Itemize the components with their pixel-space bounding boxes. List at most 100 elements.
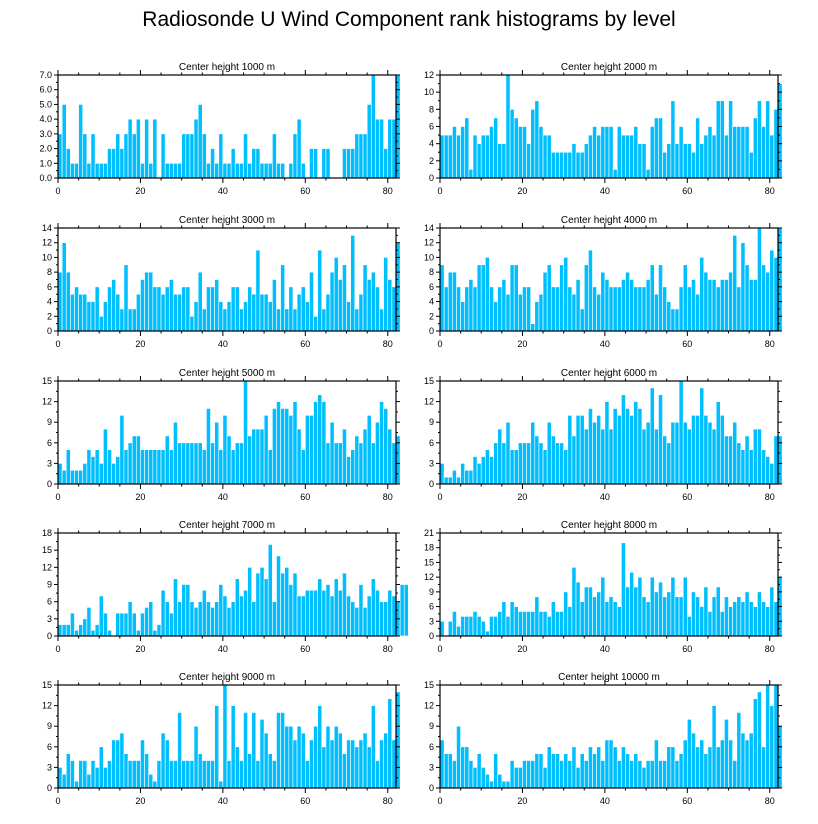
histogram-bar: [575, 415, 581, 485]
histogram-bar: [583, 428, 589, 485]
histogram-bar: [230, 705, 236, 789]
histogram-bar: [239, 162, 244, 179]
histogram-bar: [637, 576, 643, 637]
y-tick-label: 0: [429, 479, 434, 489]
y-tick-label: 15: [424, 376, 434, 386]
histogram-bar: [550, 151, 556, 179]
panel-title: Center height 8000 m: [561, 520, 657, 531]
histogram-bar: [230, 449, 236, 485]
histogram-bar: [296, 725, 302, 789]
histogram-bar: [674, 143, 680, 179]
histogram-bar: [358, 739, 364, 789]
histogram-bar: [243, 133, 248, 179]
histogram-bar: [136, 118, 141, 179]
histogram-bar: [501, 279, 507, 332]
histogram-bar: [687, 143, 692, 179]
histogram-bar: [641, 143, 647, 179]
histogram-bar: [267, 162, 273, 179]
histogram-bar: [509, 601, 515, 637]
histogram-bar: [621, 134, 626, 179]
histogram-bar: [662, 286, 668, 332]
histogram-bar: [305, 589, 310, 637]
histogram-bar: [666, 591, 672, 637]
histogram-bar: [588, 746, 593, 789]
histogram-bar: [559, 264, 564, 332]
histogram-bar: [317, 249, 323, 332]
histogram-bar: [769, 586, 775, 637]
histogram-bar: [728, 435, 733, 485]
y-tick-label: 12: [424, 572, 434, 582]
histogram-bar: [612, 286, 618, 332]
histogram-bar: [383, 408, 389, 485]
histogram-bar: [695, 293, 700, 332]
histogram-bar: [678, 126, 684, 179]
histogram-bar: [86, 449, 92, 485]
histogram-bar: [140, 739, 145, 789]
histogram-bar: [366, 746, 372, 789]
histogram-bar: [761, 264, 766, 332]
histogram-bar: [98, 162, 104, 179]
histogram-bar: [452, 469, 457, 485]
histogram-bar: [695, 596, 700, 637]
histogram-bar: [658, 117, 663, 179]
y-tick-label: 14: [42, 223, 52, 233]
y-tick-label: 2.0: [39, 144, 52, 154]
histogram-bar: [131, 612, 137, 637]
histogram-bar: [333, 725, 339, 789]
histogram-bar: [761, 126, 766, 179]
x-tick-label: 60: [682, 796, 692, 806]
y-tick-label: 2: [429, 311, 434, 321]
histogram-bar: [305, 760, 310, 789]
y-tick-label: 6: [47, 282, 52, 292]
histogram-bar: [588, 134, 593, 179]
histogram-bar: [272, 133, 277, 179]
histogram-bar: [383, 732, 389, 789]
histogram-bar: [140, 162, 145, 179]
histogram-bar: [592, 126, 597, 179]
histogram-bar: [538, 293, 544, 332]
y-tick-label: 0: [429, 173, 434, 183]
histogram-bar: [649, 760, 655, 789]
histogram-bar: [370, 705, 376, 789]
y-tick-label: 10: [424, 252, 434, 262]
histogram-bar: [156, 760, 162, 789]
histogram-bar: [662, 151, 668, 179]
histogram-bar: [329, 421, 335, 485]
histogram-bar: [699, 257, 705, 332]
histogram-bar: [695, 117, 700, 179]
histogram-bar: [612, 408, 618, 485]
histogram-bar: [395, 691, 401, 789]
histogram-bar: [337, 732, 343, 789]
histogram-bar: [321, 401, 327, 485]
histogram-bar: [485, 449, 490, 485]
histogram-bar: [247, 567, 253, 637]
histogram-bar: [761, 601, 766, 637]
histogram-bar: [164, 739, 170, 789]
histogram-bar: [682, 421, 688, 485]
histogram-bar: [546, 421, 552, 485]
histogram-bar: [555, 753, 560, 789]
histogram-bar: [674, 421, 680, 485]
x-tick-label: 0: [437, 796, 442, 806]
histogram-bar: [103, 162, 108, 179]
histogram-bar: [177, 442, 182, 485]
histogram-bar: [641, 428, 647, 485]
histogram-bar: [625, 586, 630, 637]
histogram-bar: [65, 449, 71, 485]
x-tick-label: 20: [135, 186, 145, 196]
histogram-bar: [682, 264, 688, 332]
y-tick-label: 12: [424, 701, 434, 711]
y-tick-label: 5.0: [39, 99, 52, 109]
histogram-bar: [744, 591, 750, 637]
histogram-bar: [649, 264, 655, 332]
histogram-bar: [629, 415, 635, 485]
histogram-bar: [185, 286, 191, 332]
histogram-bar: [243, 712, 248, 789]
y-tick-label: 2: [47, 311, 52, 321]
histogram-bar: [501, 601, 507, 637]
x-tick-label: 60: [300, 796, 310, 806]
histogram-bar: [218, 133, 224, 179]
histogram-bar: [94, 286, 100, 332]
histogram-panel: Center height 3000 m 0 2 4 6 8 10 12 14 0 20 40 60 80: [42, 215, 401, 349]
y-tick-label: 6: [429, 742, 434, 752]
